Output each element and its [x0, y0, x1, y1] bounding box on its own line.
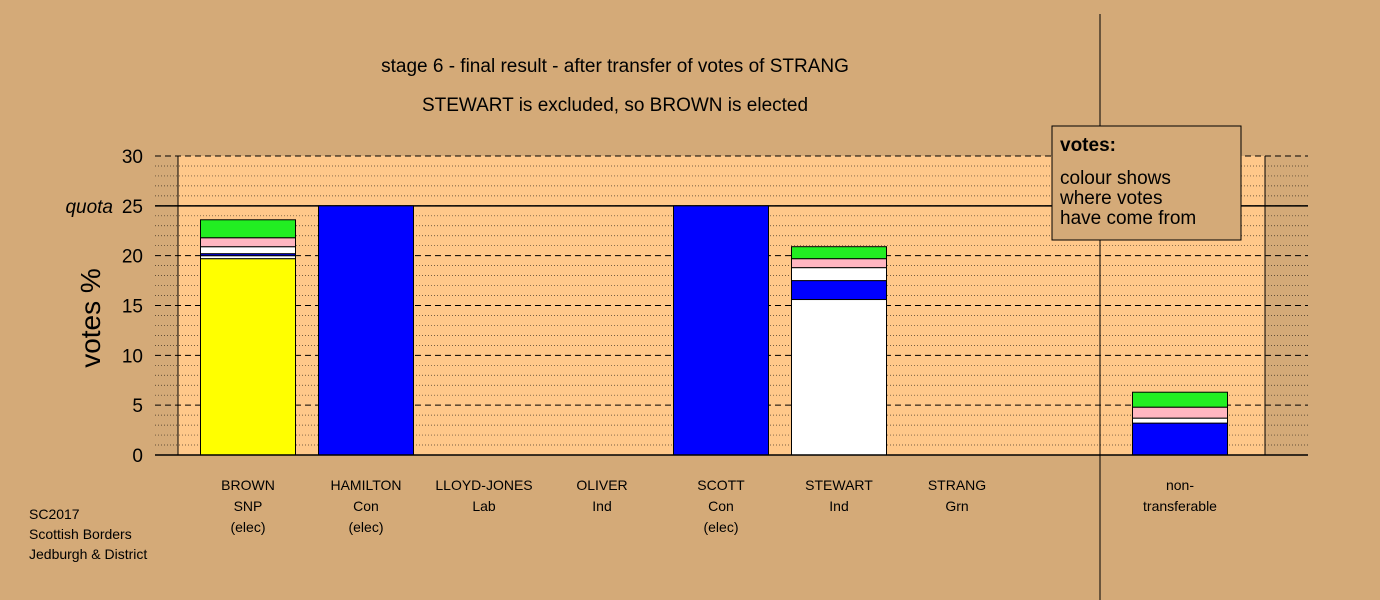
category-label: non-	[1166, 477, 1194, 493]
y-tick-label: 20	[122, 247, 143, 268]
category-label: transferable	[1143, 498, 1217, 514]
bar-segment	[791, 267, 887, 282]
footer-line: SC2017	[29, 506, 80, 522]
bar-segment	[791, 258, 887, 269]
y-tick-label: 15	[122, 297, 143, 318]
bar-segment	[318, 205, 414, 456]
category-label: SCOTT	[697, 477, 745, 493]
bar-segment	[673, 205, 769, 456]
legend-heading: votes:	[1060, 135, 1116, 156]
category-label: Con	[353, 498, 379, 514]
legend-line: colour shows	[1060, 168, 1171, 189]
category-label: (elec)	[348, 519, 383, 535]
bar-segment	[791, 280, 887, 301]
category-label: Con	[708, 498, 734, 514]
legend-line: have come from	[1060, 208, 1196, 229]
bar-segment	[791, 299, 887, 456]
category-label: SNP	[234, 498, 263, 514]
category-label: (elec)	[703, 519, 738, 535]
category-label: Ind	[592, 498, 611, 514]
bar-segment	[200, 219, 296, 239]
bars	[200, 205, 1228, 456]
chart-subtitle: STEWART is excluded, so BROWN is elected	[422, 95, 808, 116]
bar-segment	[791, 246, 887, 260]
bar-segment	[200, 258, 296, 456]
y-tick-label: 25	[122, 197, 143, 218]
quota-label: quota	[65, 197, 113, 218]
y-tick-label: 30	[122, 147, 143, 168]
category-label: LLOYD-JONES	[435, 477, 532, 493]
category-label: Grn	[945, 498, 968, 514]
category-label: BROWN	[221, 477, 275, 493]
bar-segment	[1132, 391, 1228, 408]
footer-line: Scottish Borders	[29, 526, 132, 542]
y-tick-label: 0	[132, 446, 143, 467]
category-labels: BROWN SNP (elec) HAMILTON Con (elec) LLOYD-JON…	[221, 477, 1217, 535]
bar-segment	[1132, 417, 1228, 424]
footer-line: Jedburgh & District	[29, 546, 147, 562]
footer: SC2017 Scottish Borders Jedburgh & Distric…	[29, 506, 147, 562]
bar-segment	[200, 246, 296, 255]
y-tick-label: 5	[132, 396, 143, 417]
category-label: STRANG	[928, 477, 986, 493]
y-tick-labels: 0 5 10 15 20 25 30 quota	[65, 147, 143, 467]
bar-segment	[200, 237, 296, 248]
category-label: (elec)	[230, 519, 265, 535]
y-axis-label: votes %	[75, 268, 106, 368]
chart-title: stage 6 - final result - after transfer …	[381, 56, 849, 77]
category-label: Lab	[472, 498, 496, 514]
axes	[155, 14, 1308, 600]
bar-segment	[1132, 422, 1228, 456]
y-tick-label: 10	[122, 346, 143, 367]
category-label: Ind	[829, 498, 848, 514]
legend-box	[1051, 125, 1242, 241]
category-label: STEWART	[805, 477, 873, 493]
category-label: OLIVER	[576, 477, 627, 493]
bar-segment	[1132, 406, 1228, 419]
legend-line: where votes	[1059, 188, 1162, 209]
category-label: HAMILTON	[330, 477, 401, 493]
